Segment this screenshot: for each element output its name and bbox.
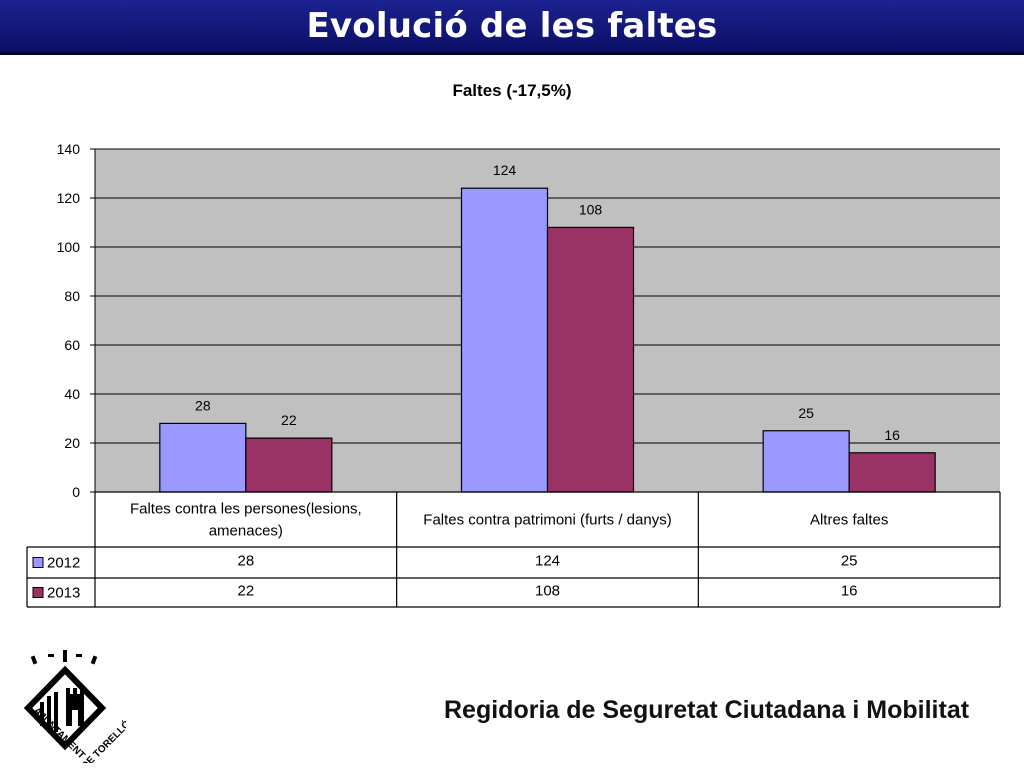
table-cell: 16 (841, 583, 858, 600)
category-label: Faltes contra patrimoni (furts / danys) (423, 512, 671, 529)
town-seal-logo: AJUNTAMENT DE TORELLÓ (23, 650, 126, 763)
page-title: Evolució de les faltes (306, 6, 718, 46)
data-label: 22 (281, 412, 297, 428)
data-label: 108 (579, 201, 603, 217)
table-cell: 25 (841, 553, 858, 570)
data-table: Faltes contra les persones(lesions, amena… (26, 491, 1001, 608)
legend-label: 2013 (47, 585, 80, 602)
category-label: Faltes contra les persones(lesions, (130, 501, 362, 518)
y-tick-label: 100 (57, 239, 81, 255)
y-tick-label: 140 (57, 141, 81, 157)
y-tick-label: 40 (64, 386, 80, 402)
legend-label: 2012 (47, 555, 80, 572)
title-bar: Evolució de les faltes (0, 0, 1024, 55)
bar-2012-0 (159, 422, 247, 493)
bar-2013-2 (848, 452, 936, 493)
y-tick-label: 20 (64, 435, 80, 451)
data-label: 16 (884, 427, 900, 443)
y-tick-label: 120 (57, 190, 81, 206)
table-cell: 22 (237, 583, 254, 600)
category-label: amenaces) (209, 523, 283, 540)
bar-2012-1 (460, 187, 549, 493)
data-label: 25 (798, 405, 814, 421)
bar-2013-1 (546, 226, 635, 493)
footer-department: Regidoria de Seguretat Ciutadana i Mobil… (444, 696, 970, 724)
seal-diamond (23, 665, 107, 751)
chart-title: Faltes (-17,5%) (452, 81, 571, 100)
table-cell: 28 (237, 553, 254, 570)
legend-swatch-2012 (32, 557, 44, 568)
bar-2013-0 (245, 437, 333, 493)
data-label: 28 (195, 397, 211, 413)
y-tick-label: 0 (72, 484, 80, 500)
y-tick-label: 80 (64, 288, 80, 304)
seal-crown-marks (30, 650, 98, 665)
legend-swatch-2013 (32, 587, 44, 598)
plot-area: 0 20 40 60 80 100 120 140 28 22 124 108 25 16 (57, 141, 1000, 500)
bar-2012-2 (762, 430, 850, 493)
bar-chart: Faltes (-17,5%) 0 20 40 60 80 100 120 140 28 22 12… (26, 81, 1001, 608)
category-label: Altres faltes (810, 512, 888, 529)
table-cell: 108 (535, 583, 560, 600)
data-label: 124 (493, 162, 517, 178)
table-cell: 124 (535, 553, 560, 570)
y-tick-label: 60 (64, 337, 80, 353)
